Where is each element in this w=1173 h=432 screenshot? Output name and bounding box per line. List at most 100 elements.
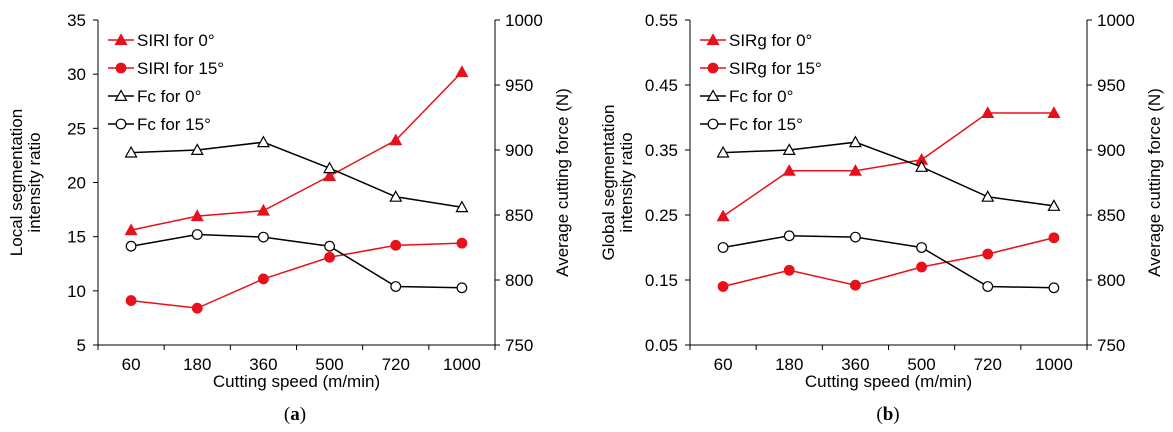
legend-label: SIRl for 0° <box>137 31 215 50</box>
legend: SIRg for 0° SIRg for 15° Fc for 0° Fc for 1… <box>700 31 822 134</box>
y-tick-label: 0.15 <box>645 271 678 290</box>
data-point <box>389 190 403 202</box>
y2-tick-label: 950 <box>1097 76 1125 95</box>
legend-marker <box>114 33 128 46</box>
y-tick-label: 15 <box>67 228 86 247</box>
x-tick-label: 500 <box>907 355 935 374</box>
data-point <box>124 223 138 236</box>
data-point <box>716 145 730 158</box>
data-point <box>848 135 862 148</box>
series-2 <box>124 135 469 213</box>
data-point <box>390 281 402 292</box>
y2-tick-label: 900 <box>505 141 533 160</box>
data-point <box>258 231 269 243</box>
panel-caption: (a) <box>284 404 306 425</box>
legend-label: SIRl for 15° <box>137 59 224 78</box>
legend-label: Fc for 0° <box>729 87 793 106</box>
y2-tick-label: 800 <box>505 271 533 290</box>
data-point <box>848 164 862 176</box>
data-point <box>783 264 795 276</box>
y-tick-label: 0.25 <box>645 206 678 225</box>
data-point <box>124 145 138 158</box>
data-point <box>915 160 929 172</box>
data-point <box>1047 199 1061 211</box>
data-point <box>323 169 337 181</box>
y2-axis-label: Average cutting force (N) <box>553 88 572 277</box>
y-tick-label: 0.05 <box>645 336 678 355</box>
y-axis-label: Local segmentation <box>7 109 26 256</box>
data-point <box>916 261 927 273</box>
y-tick-label: 20 <box>67 174 86 193</box>
series-line <box>130 242 462 309</box>
y2-tick-label: 1000 <box>505 11 543 30</box>
data-point <box>125 295 137 306</box>
data-point <box>1048 282 1060 294</box>
data-point <box>125 240 137 252</box>
y2-tick-label: 750 <box>505 336 533 355</box>
x-tick-label: 720 <box>382 355 410 374</box>
data-point <box>782 143 796 155</box>
x-axis-label: Cutting speed (m/min) <box>805 372 972 391</box>
data-point <box>981 106 995 118</box>
data-point <box>1048 232 1060 244</box>
data-point <box>850 279 861 291</box>
series-line <box>130 71 463 231</box>
legend-marker <box>706 89 720 102</box>
x-tick-label: 60 <box>122 355 141 374</box>
series-line <box>722 112 1054 217</box>
legend-label: SIRg for 15° <box>729 59 822 78</box>
x-tick-label: 180 <box>775 355 803 374</box>
data-point <box>190 143 204 155</box>
y-tick-label: 30 <box>67 65 86 84</box>
data-point <box>717 281 729 292</box>
legend-marker <box>115 62 127 74</box>
data-point <box>455 65 469 78</box>
series-line <box>722 237 1055 288</box>
y2-tick-label: 800 <box>1097 271 1125 290</box>
y2-tick-label: 850 <box>505 206 533 225</box>
y-axis-label: Global segmentation <box>599 105 618 261</box>
data-point <box>324 251 335 263</box>
legend-marker <box>707 118 719 130</box>
x-tick-label: 1000 <box>443 355 481 374</box>
series-1 <box>125 237 468 314</box>
y-tick-label: 10 <box>67 282 86 301</box>
y2-tick-label: 950 <box>505 76 533 95</box>
data-point <box>782 164 796 176</box>
legend-label: Fc for 15° <box>729 115 803 134</box>
data-point <box>323 161 337 174</box>
series-1 <box>717 232 1060 292</box>
series-line <box>723 141 1055 207</box>
legend-marker <box>114 89 128 102</box>
chart-panel-b: 0.05 0.15 0.25 0.35 0.45 0.55 750 800 850 900 950 1… <box>599 11 1164 425</box>
data-point <box>456 282 468 294</box>
data-point <box>258 273 269 285</box>
x-tick-label: 180 <box>183 355 211 374</box>
data-point <box>389 133 403 146</box>
data-point <box>1047 106 1061 118</box>
chart-panel-a: 5 10 15 20 25 30 35 750 800 850 900 950 1000 60 180 360… <box>7 11 572 425</box>
series-line <box>722 235 1054 289</box>
y-tick-label: 0.55 <box>645 11 678 30</box>
data-point <box>981 190 995 202</box>
x-tick-label: 1000 <box>1035 355 1073 374</box>
x-tick-label: 360 <box>249 355 277 374</box>
series-line <box>130 233 462 289</box>
legend-marker <box>115 118 127 130</box>
series-3 <box>717 230 1060 294</box>
data-point <box>256 203 270 216</box>
series-2 <box>716 135 1061 211</box>
y2-tick-label: 750 <box>1097 336 1125 355</box>
data-point <box>456 237 468 249</box>
panel-caption: (b) <box>876 404 899 425</box>
data-point <box>191 302 203 314</box>
y-tick-label: 35 <box>67 11 86 30</box>
x-axis-label: Cutting speed (m/min) <box>213 372 380 391</box>
legend-label: SIRg for 0° <box>729 31 812 50</box>
y2-tick-label: 1000 <box>1097 11 1135 30</box>
y2-tick-label: 900 <box>1097 141 1125 160</box>
x-tick-label: 60 <box>714 355 733 374</box>
y-tick-label: 0.35 <box>645 141 678 160</box>
series-0 <box>716 106 1061 222</box>
data-point <box>783 230 795 242</box>
